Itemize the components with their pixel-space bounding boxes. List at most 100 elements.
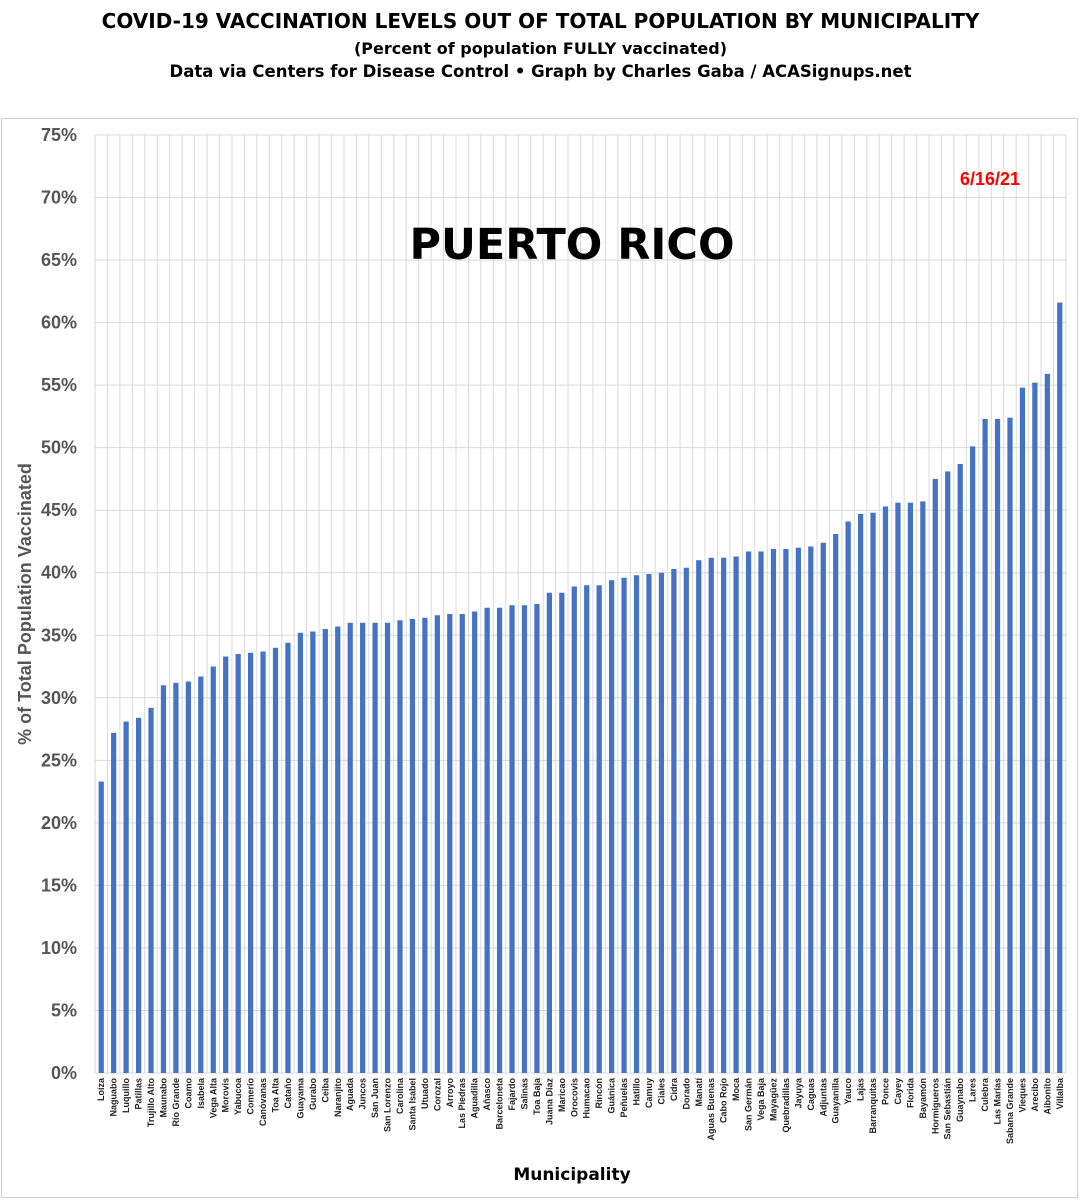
x-tick-label: Trujillo Alto — [146, 1078, 156, 1128]
bar — [783, 548, 789, 1073]
bar — [571, 586, 577, 1073]
bar — [609, 580, 615, 1073]
bar — [297, 632, 304, 1073]
bar — [857, 513, 864, 1073]
x-tick-label: San Lorenzo — [383, 1078, 393, 1133]
bar — [1057, 302, 1063, 1074]
bar — [994, 418, 1001, 1073]
bar — [459, 614, 465, 1073]
x-tick-label: Guánica — [607, 1077, 617, 1114]
x-tick-label: Guaynabo — [955, 1078, 965, 1123]
x-tick-label: Ceiba — [320, 1077, 330, 1103]
gridlines — [94, 134, 1067, 1074]
bar — [895, 502, 901, 1073]
bar — [745, 551, 752, 1073]
x-tick-label: Jayuya — [793, 1077, 803, 1109]
bar — [982, 418, 988, 1073]
y-tick-labels: 0% 5% 10% 15% 20% 25% 30% 35% 40% 45% 50% 55% 60% 65%… — [41, 125, 77, 1083]
x-tick-label: Arecibo — [1030, 1078, 1040, 1112]
x-tick-label: Barceloneta — [495, 1077, 505, 1130]
x-tick-label: Caguas — [806, 1078, 816, 1111]
x-tick-label: Mayagüez — [769, 1078, 779, 1122]
bar — [310, 631, 316, 1073]
x-tick-label: Hormigueros — [930, 1078, 940, 1134]
x-tick-label: Bayamón — [918, 1078, 928, 1119]
x-tick-labels: Loíza Naguabo Luquillo Patillas Trujillo Alt… — [96, 1077, 1065, 1144]
bar — [335, 626, 341, 1073]
bar — [633, 575, 640, 1073]
bar — [509, 605, 515, 1073]
bar — [546, 592, 552, 1073]
date-annotation: 6/16/21 — [960, 169, 1020, 189]
bar — [434, 615, 440, 1073]
bar — [148, 707, 154, 1073]
bar — [870, 512, 876, 1073]
x-tick-label: Adjuntas — [818, 1078, 828, 1117]
x-tick-label: Patillas — [134, 1078, 144, 1110]
x-tick-label: San Juan — [370, 1078, 380, 1118]
bar — [111, 732, 117, 1073]
x-tick-label: San Germán — [744, 1078, 754, 1131]
bar — [397, 620, 403, 1073]
y-tick-label: 40% — [41, 563, 77, 583]
x-tick-label: Añasco — [482, 1078, 492, 1111]
bar — [272, 647, 279, 1073]
bar — [372, 622, 378, 1073]
bar — [1044, 373, 1050, 1073]
x-tick-label: Toa Alta — [271, 1077, 281, 1112]
x-tick-label: Juana Díaz — [544, 1078, 554, 1126]
x-tick-label: Rincón — [594, 1078, 604, 1109]
x-tick-label: Florida — [905, 1077, 915, 1108]
x-tick-label: Santa Isabel — [407, 1078, 417, 1131]
bar — [658, 572, 665, 1073]
x-tick-label: Quebradillas — [781, 1078, 791, 1133]
x-tick-label: Loíza — [96, 1077, 106, 1101]
bar — [1007, 417, 1013, 1073]
bar — [683, 567, 689, 1073]
y-axis-label: % of Total Population Vaccinated — [15, 463, 35, 745]
y-tick-label: 50% — [41, 438, 77, 458]
y-tick-label: 75% — [41, 125, 77, 145]
bar — [210, 666, 216, 1073]
bar — [360, 622, 366, 1073]
y-tick-label: 25% — [41, 750, 77, 770]
x-tick-label: Arroyo — [445, 1078, 455, 1108]
bar — [496, 607, 503, 1073]
x-tick-label: Fajardo — [507, 1078, 517, 1111]
bar — [957, 463, 963, 1073]
y-tick-label: 45% — [41, 500, 77, 520]
bar — [646, 573, 652, 1073]
x-tick-label: Carolina — [395, 1077, 405, 1114]
bar — [198, 676, 204, 1073]
bar — [484, 607, 490, 1073]
y-tick-label: 30% — [41, 688, 77, 708]
bar — [135, 717, 142, 1073]
bar — [920, 501, 926, 1073]
bar — [708, 557, 714, 1073]
x-tick-label: Maunabo — [159, 1077, 169, 1117]
bar — [932, 478, 938, 1073]
bar — [521, 605, 528, 1073]
bar — [845, 521, 851, 1073]
x-axis-label: Municipality — [513, 1165, 630, 1185]
x-tick-label: Cidra — [669, 1077, 679, 1101]
bar — [596, 585, 602, 1073]
bar — [260, 651, 266, 1073]
x-tick-label: Culebra — [980, 1077, 990, 1112]
x-tick-label: Comerío — [246, 1078, 256, 1115]
bar — [1019, 387, 1026, 1073]
bar — [347, 622, 353, 1073]
bar — [384, 622, 391, 1073]
y-tick-label: 60% — [41, 313, 77, 333]
x-tick-label: Lajas — [856, 1078, 866, 1101]
bar — [820, 542, 826, 1073]
x-tick-label: Gurabo — [308, 1078, 318, 1111]
x-tick-label: Moca — [731, 1077, 741, 1101]
bar — [970, 446, 976, 1073]
bar — [235, 654, 241, 1073]
x-tick-label: Vega Alta — [208, 1077, 218, 1118]
bar — [808, 546, 814, 1073]
y-tick-label: 70% — [41, 188, 77, 208]
x-tick-label: Aguas Buenas — [706, 1078, 716, 1141]
